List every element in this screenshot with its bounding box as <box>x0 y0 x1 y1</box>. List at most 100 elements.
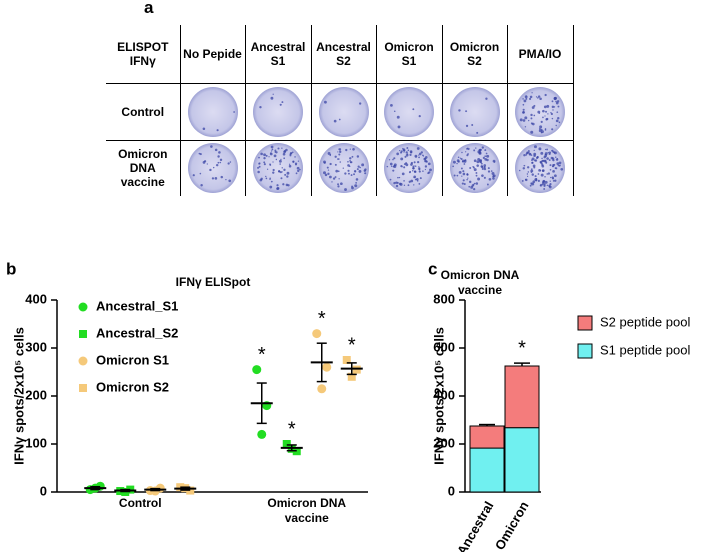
x-tick-label: Omicron <box>492 499 532 552</box>
spot <box>416 180 419 182</box>
spot <box>400 151 403 154</box>
spot <box>553 151 557 155</box>
spot <box>541 165 545 168</box>
spot <box>399 150 401 152</box>
spot <box>407 184 410 187</box>
spot <box>533 152 537 156</box>
spot <box>536 96 539 99</box>
row-label: Control <box>106 83 181 141</box>
spot <box>292 160 295 164</box>
spot <box>337 170 340 173</box>
y-tick-label: 400 <box>433 387 455 402</box>
spot <box>552 170 555 173</box>
spot <box>272 169 275 172</box>
spot <box>543 188 546 191</box>
point <box>322 362 332 372</box>
spot <box>351 148 355 151</box>
spot <box>281 100 284 103</box>
spot <box>294 156 296 158</box>
spot <box>265 155 268 158</box>
spot <box>353 184 357 188</box>
spot <box>533 166 536 169</box>
spot <box>546 104 550 108</box>
spot <box>275 151 278 154</box>
spot <box>463 160 466 163</box>
spot <box>413 175 417 179</box>
well-disc <box>253 86 303 137</box>
spot <box>472 188 475 191</box>
well-cell <box>245 83 312 141</box>
spot <box>266 168 269 171</box>
spot <box>224 179 227 181</box>
spot <box>420 151 423 154</box>
spot <box>547 112 549 115</box>
spot <box>460 167 463 170</box>
spot <box>546 173 549 176</box>
spot <box>530 116 533 119</box>
spot <box>212 167 214 169</box>
spot <box>334 170 338 173</box>
spot <box>214 148 217 152</box>
spot <box>347 172 350 175</box>
spot <box>529 95 533 98</box>
well-disc <box>449 86 500 137</box>
spot <box>332 177 335 180</box>
spot <box>544 114 546 117</box>
spot <box>483 168 486 171</box>
spot <box>464 109 467 112</box>
spot <box>282 153 286 156</box>
spot <box>544 176 546 178</box>
spot <box>461 161 464 163</box>
chart-title: Omicron DNA vaccine <box>440 268 520 297</box>
well-disc <box>318 86 369 137</box>
spot <box>452 160 456 164</box>
spot <box>418 156 420 159</box>
spot <box>396 182 399 185</box>
spot <box>427 172 430 175</box>
spot <box>462 163 465 166</box>
spot <box>415 156 417 158</box>
spot <box>553 174 557 178</box>
spot <box>333 119 337 123</box>
spot <box>395 184 399 188</box>
spot <box>397 124 401 128</box>
spot <box>544 181 548 185</box>
spot <box>529 185 532 187</box>
spot <box>353 170 356 173</box>
spot <box>551 176 554 180</box>
spot <box>491 175 495 178</box>
well-disc <box>515 143 565 194</box>
spot <box>328 163 332 166</box>
significance: * <box>318 308 326 330</box>
spot <box>471 166 474 168</box>
spot <box>544 154 548 158</box>
spot <box>288 163 291 166</box>
spot <box>265 177 268 180</box>
spot <box>538 127 541 130</box>
well-cell <box>442 140 508 196</box>
spot <box>544 128 547 131</box>
spot <box>336 183 339 186</box>
spot <box>413 184 415 186</box>
spot <box>465 124 468 127</box>
spot <box>412 107 415 110</box>
spot <box>330 181 333 183</box>
spot <box>322 160 326 164</box>
well <box>318 143 369 194</box>
legend-label: Ancestral_S1 <box>96 298 178 313</box>
spot <box>336 151 338 153</box>
spot <box>392 159 394 161</box>
spot <box>388 159 391 161</box>
spot <box>482 157 485 160</box>
spot <box>525 154 527 156</box>
spot <box>529 153 531 156</box>
spot <box>546 148 549 151</box>
spot <box>324 173 327 177</box>
spot <box>358 167 361 169</box>
spot <box>295 164 297 166</box>
spot <box>270 145 274 149</box>
spot <box>485 155 489 158</box>
spot <box>468 180 471 184</box>
spot <box>456 175 458 177</box>
spot <box>349 161 352 164</box>
